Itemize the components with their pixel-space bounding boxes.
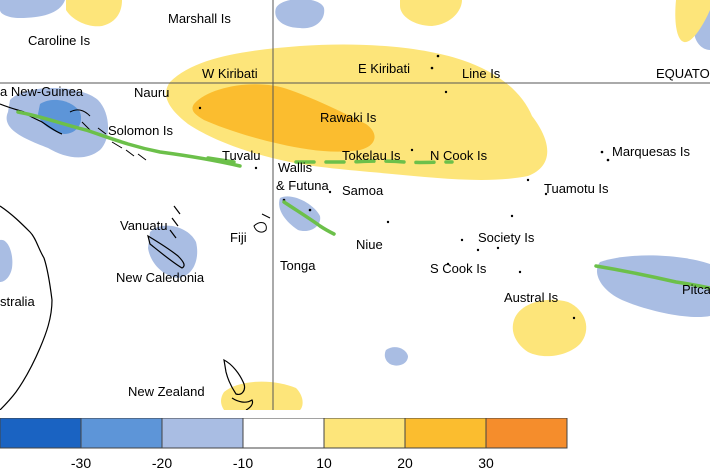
legend-color-boxes	[0, 418, 568, 449]
anomaly-region-orange-kiribati	[192, 84, 375, 152]
island-dot	[526, 178, 530, 182]
anomaly-region-blue-marshall	[275, 0, 325, 29]
legend-tick-label: -10	[233, 455, 253, 471]
legend-box	[161, 418, 244, 449]
convergence-zone-lines	[16, 110, 710, 290]
spcz-line-dashes	[294, 159, 454, 165]
label-caroline-is: Caroline Is	[28, 33, 91, 48]
solomon-islands	[111, 141, 147, 161]
spcz-line-wallis	[282, 200, 336, 236]
anomaly-region-yellow-topright	[675, 0, 710, 43]
spcz-line-main	[16, 110, 242, 168]
island-dot	[606, 158, 610, 162]
label-n-cook-is: N Cook Is	[430, 148, 488, 163]
nz-south-island	[231, 397, 254, 410]
label-tonga: Tonga	[280, 258, 316, 273]
legend-tick-label: 30	[478, 455, 494, 471]
island-dot	[518, 270, 522, 274]
legend-box	[323, 418, 406, 449]
anomaly-region-yellow-kiribati	[166, 44, 548, 180]
island-dot	[254, 166, 258, 170]
small-islands	[69, 54, 610, 320]
label-austral-is: Austral Is	[504, 290, 559, 305]
legend-tick-label: -30	[71, 455, 91, 471]
anomaly-region-blue-australia	[0, 239, 13, 282]
png-coastline	[0, 103, 63, 135]
label-marquesas-is: Marquesas Is	[612, 144, 691, 159]
island-dot	[460, 238, 464, 242]
legend-tick-label: -20	[152, 455, 172, 471]
negative-anomaly-regions	[0, 0, 710, 366]
anomaly-region-yellow-topmid	[400, 0, 462, 26]
label-wallis: Wallis	[278, 160, 313, 175]
label-rawaki-is: Rawaki Is	[320, 110, 377, 125]
legend-box	[0, 418, 82, 449]
nz-north-island	[223, 358, 246, 395]
legend-tick-label: 20	[397, 455, 413, 471]
label-pitcairn: Pitca	[682, 282, 710, 297]
island-dot	[446, 262, 450, 266]
australia-coastline	[0, 205, 53, 410]
precipitation-anomaly-map: Marshall Is Caroline Is W Kiribati E Kir…	[0, 0, 710, 410]
island-dot	[430, 66, 434, 70]
legend-box	[485, 418, 568, 449]
label-w-kiribati: W Kiribati	[202, 66, 258, 81]
label-niue: Niue	[356, 237, 383, 252]
island-dot	[476, 248, 480, 252]
island-dot	[496, 246, 500, 250]
island-dot	[436, 54, 440, 58]
label-marshall-is: Marshall Is	[168, 11, 231, 26]
legend-box	[404, 418, 487, 449]
vanuatu-islands	[169, 205, 181, 239]
anomaly-region-yellow-top	[66, 0, 122, 27]
label-equator: EQUATOR	[656, 66, 710, 81]
island-dot	[544, 192, 548, 196]
label-nauru: Nauru	[134, 85, 169, 100]
png-islands	[69, 109, 107, 135]
label-society-is: Society Is	[478, 230, 535, 245]
spcz-line-pitcairn	[594, 264, 710, 290]
legend-box	[242, 418, 325, 449]
label-samoa: Samoa	[342, 183, 384, 198]
new-caledonia-outline	[147, 234, 185, 269]
label-fiji: Fiji	[230, 230, 247, 245]
anomaly-region-yellow-nz	[221, 381, 303, 410]
island-dot	[328, 190, 332, 194]
anomaly-region-blue-south	[384, 347, 408, 366]
island-dot	[600, 150, 604, 154]
label-line-is: Line Is	[462, 66, 501, 81]
label-tokelau-is: Tokelau Is	[342, 148, 401, 163]
spcz-line-tuvalu-segment	[206, 156, 236, 164]
legend-tick-label: 10	[316, 455, 332, 471]
label-new-zealand: New Zealand	[128, 384, 205, 399]
label-futuna: & Futuna	[276, 178, 330, 193]
label-e-kiribati: E Kiribati	[358, 61, 410, 76]
place-labels: Marshall Is Caroline Is W Kiribati E Kir…	[0, 11, 710, 399]
anomaly-region-yellow-austral	[512, 299, 587, 357]
label-tuamotu-is: Tuamotu Is	[544, 181, 609, 196]
label-solomon-is: Solomon Is	[108, 123, 174, 138]
island-dot	[410, 148, 414, 152]
positive-anomaly-regions	[66, 0, 710, 410]
island-dot	[510, 214, 514, 218]
island-dot	[444, 90, 448, 94]
island-dot	[386, 220, 390, 224]
label-s-cook-is: S Cook Is	[430, 261, 487, 276]
legend-box	[80, 418, 163, 449]
label-papua-new-guinea: a New-Guinea	[0, 84, 84, 99]
landmasses	[0, 103, 254, 410]
island-dot	[572, 316, 576, 320]
label-new-caledonia: New Caledonia	[116, 270, 205, 285]
label-tuvalu: Tuvalu	[222, 148, 261, 163]
label-australia: stralia	[0, 294, 35, 309]
fiji-islands	[253, 213, 271, 233]
label-vanuatu: Vanuatu	[120, 218, 167, 233]
island-dot	[198, 106, 202, 110]
anomaly-region-blue-topleft	[0, 0, 65, 18]
island-dot	[308, 208, 312, 212]
legend-tick-labels: -30 -20 -10 10 20 30	[71, 455, 494, 471]
color-scale-legend: -30 -20 -10 10 20 30	[0, 418, 568, 471]
